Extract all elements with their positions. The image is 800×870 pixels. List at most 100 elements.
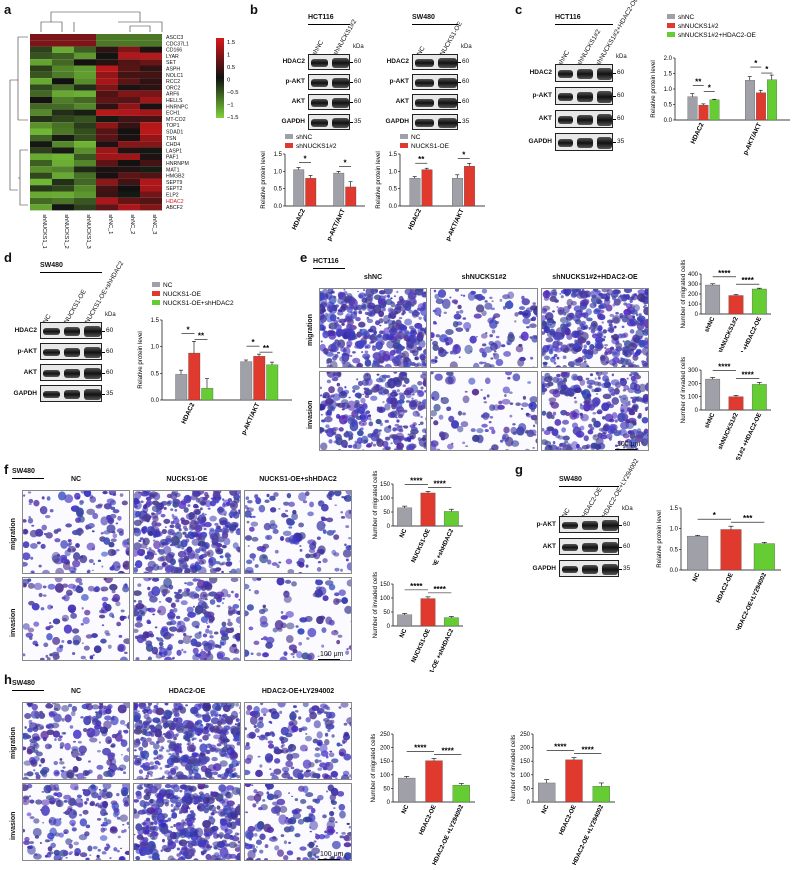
stained-cell xyxy=(298,523,304,528)
stained-cell xyxy=(449,296,451,298)
stained-cell xyxy=(169,573,172,574)
stained-cell xyxy=(100,586,108,591)
stained-cell xyxy=(362,379,369,386)
wb-band xyxy=(582,565,598,575)
legend-swatch xyxy=(667,14,675,19)
stained-cell xyxy=(276,564,279,568)
stained-cell xyxy=(170,558,176,565)
stained-cell xyxy=(208,508,211,510)
stained-cell xyxy=(203,808,209,813)
stained-cell xyxy=(77,585,80,589)
stained-cell xyxy=(156,703,158,705)
stained-cell xyxy=(29,503,32,505)
stained-cell xyxy=(328,330,337,340)
stained-cell xyxy=(388,425,391,428)
heatmap-cell xyxy=(96,34,118,40)
stained-cell xyxy=(246,507,254,512)
stained-cell xyxy=(217,805,221,809)
stained-cell xyxy=(366,344,371,348)
stained-cell xyxy=(222,598,225,600)
stained-cell xyxy=(420,416,422,418)
stained-cell xyxy=(548,445,551,448)
heatmap-cell xyxy=(52,160,74,166)
heatmap-cell xyxy=(52,110,74,116)
stained-cell xyxy=(117,644,126,652)
stained-cell xyxy=(86,824,91,828)
bar xyxy=(334,173,345,206)
wb-cell-underline xyxy=(555,24,613,25)
stained-cell xyxy=(262,652,269,657)
bar xyxy=(397,615,411,626)
stained-cell xyxy=(212,810,217,814)
stained-cell xyxy=(326,826,334,833)
stained-cell xyxy=(87,845,92,851)
stained-cell xyxy=(166,564,175,570)
stained-cell xyxy=(604,347,606,349)
stained-cell xyxy=(217,651,226,658)
stained-cell xyxy=(341,360,345,364)
stained-cell xyxy=(434,307,441,315)
stained-cell xyxy=(148,561,156,568)
heatmap-cell xyxy=(118,66,140,72)
stained-cell xyxy=(236,636,241,642)
sig-stars: **** xyxy=(741,370,754,379)
sig-stars: **** xyxy=(410,582,423,591)
stained-cell xyxy=(222,545,227,549)
stained-cell xyxy=(152,501,159,506)
stained-cell xyxy=(413,301,417,305)
stained-cell xyxy=(170,609,174,613)
stained-cell xyxy=(54,703,61,711)
bar xyxy=(705,285,719,314)
stained-cell xyxy=(338,706,341,709)
micro-row-label: invasion xyxy=(10,609,17,637)
wb-band xyxy=(577,92,592,102)
stained-cell xyxy=(361,351,363,353)
stained-cell xyxy=(76,756,80,759)
y-axis-label: Number of migrated cells xyxy=(680,260,687,329)
stained-cell xyxy=(622,315,629,323)
heatmap-cell xyxy=(30,192,52,198)
stained-cell xyxy=(103,537,110,545)
stained-cell xyxy=(627,378,629,380)
stained-cell xyxy=(210,643,214,647)
stained-cell xyxy=(182,532,186,535)
stained-cell xyxy=(63,732,66,734)
stained-cell xyxy=(281,727,289,736)
stained-cell xyxy=(171,812,177,819)
heatmap-scale-tick: −1.5 xyxy=(227,115,238,121)
stained-cell xyxy=(370,396,377,401)
stained-cell xyxy=(90,801,95,806)
stained-cell xyxy=(491,444,498,451)
stained-cell xyxy=(188,794,195,800)
stained-cell xyxy=(42,791,45,793)
wb-row-label: AKT xyxy=(380,98,409,105)
stained-cell xyxy=(325,733,328,737)
stained-cell xyxy=(240,832,241,834)
stained-cell xyxy=(441,397,449,404)
stained-cell xyxy=(491,429,495,434)
heatmap-gene-label: HDAC2 xyxy=(166,199,184,205)
stained-cell xyxy=(614,326,617,329)
x-tick-label: HDAC2 xyxy=(690,122,706,146)
stained-cell xyxy=(237,499,240,501)
stained-cell xyxy=(184,528,188,531)
stained-cell xyxy=(326,707,330,711)
stained-cell xyxy=(181,784,187,789)
bar xyxy=(729,397,743,410)
stained-cell xyxy=(340,511,343,513)
stained-cell xyxy=(333,534,339,540)
y-tick-label: 1.5 xyxy=(664,72,673,78)
stained-cell xyxy=(590,373,593,376)
stained-cell xyxy=(615,312,619,315)
stained-cell xyxy=(396,426,403,432)
stained-cell xyxy=(286,635,294,643)
stained-cell xyxy=(236,775,240,778)
stained-cell xyxy=(329,349,333,352)
stained-cell xyxy=(302,857,308,861)
y-tick-label: 1.5 xyxy=(151,318,160,324)
y-tick-label: 200 xyxy=(688,292,699,298)
stained-cell xyxy=(373,444,377,447)
stained-cell xyxy=(247,850,255,859)
stained-cell xyxy=(175,839,179,843)
